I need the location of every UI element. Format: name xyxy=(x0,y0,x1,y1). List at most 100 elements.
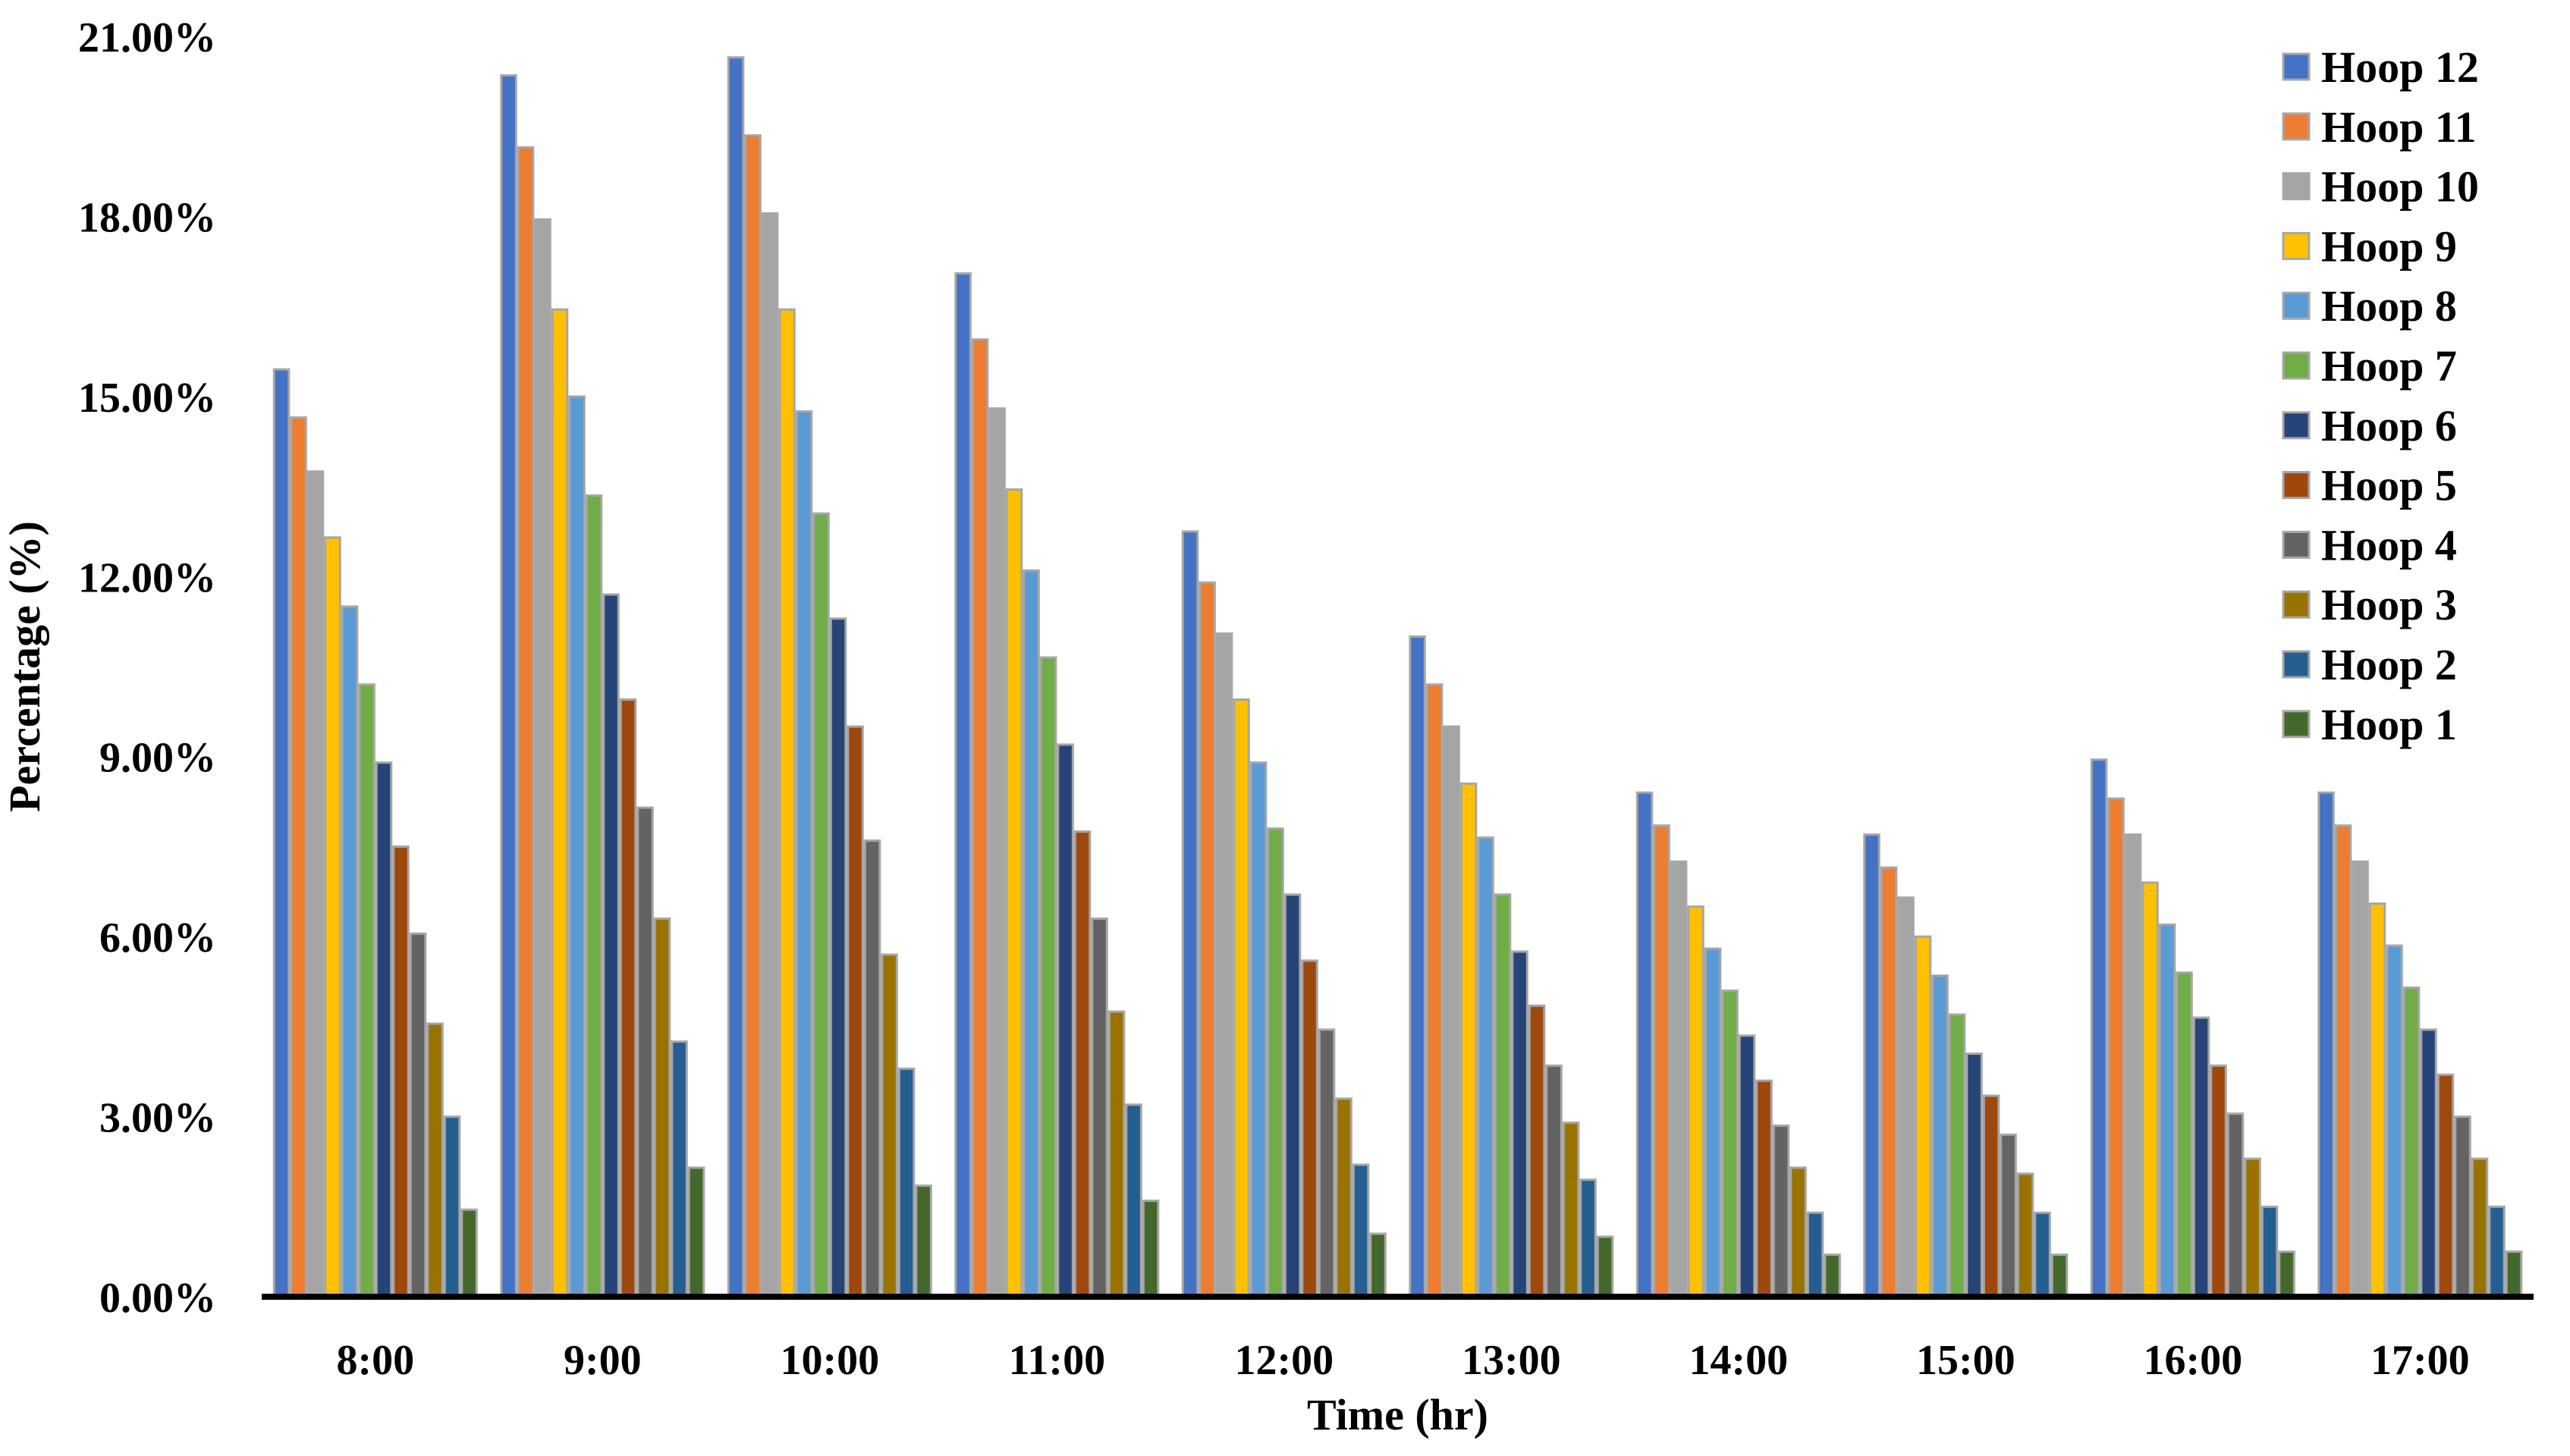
bar xyxy=(671,1040,688,1298)
bar xyxy=(1494,893,1512,1298)
bar xyxy=(1318,1028,1336,1298)
x-axis-ticks: 8:00 9:00 10:00 11:00 12:00 13:00 14:00 15:00 16… xyxy=(336,1337,2469,1384)
bar xyxy=(1369,1232,1387,1298)
legend-swatch xyxy=(2282,710,2311,739)
bar xyxy=(460,1208,478,1298)
bar xyxy=(1687,905,1704,1298)
bar xyxy=(1824,1254,1841,1298)
y-tick-label: 15.00% xyxy=(78,375,216,422)
bar xyxy=(2334,824,2352,1298)
bar xyxy=(534,218,551,1298)
bar xyxy=(1409,635,1426,1298)
bar xyxy=(2176,971,2193,1298)
bar xyxy=(795,410,813,1298)
legend-label: Hoop 5 xyxy=(2321,461,2457,510)
bar xyxy=(1880,866,1898,1298)
bar xyxy=(1267,827,1284,1298)
bar xyxy=(1233,698,1250,1298)
bar xyxy=(1982,1094,2000,1298)
legend-swatch xyxy=(2282,172,2311,201)
x-tick-label: 10:00 xyxy=(780,1337,879,1384)
legend-label: Hoop 3 xyxy=(2321,580,2457,629)
bar xyxy=(2016,1172,2034,1298)
bar xyxy=(392,845,410,1298)
x-tick-label: 12:00 xyxy=(1234,1337,1334,1384)
bar xyxy=(1057,743,1074,1298)
bar xyxy=(727,56,745,1298)
x-tick-label: 15:00 xyxy=(1916,1337,2015,1384)
y-tick-label: 9.00% xyxy=(99,735,216,782)
bar xyxy=(426,1022,444,1298)
bar xyxy=(324,536,341,1298)
bar xyxy=(1107,1010,1126,1298)
y-axis-title: Percentage (%) xyxy=(0,521,49,812)
bar xyxy=(619,698,637,1298)
bar xyxy=(1181,530,1199,1298)
bar xyxy=(2124,833,2142,1298)
legend-label: Hoop 6 xyxy=(2321,401,2457,450)
bar xyxy=(829,617,847,1298)
bar xyxy=(881,953,898,1298)
bar xyxy=(761,212,779,1298)
y-tick-label: 21.00% xyxy=(78,14,216,61)
legend-label: Hoop 2 xyxy=(2321,640,2457,689)
bar xyxy=(1249,761,1268,1298)
bar xyxy=(1283,893,1302,1298)
bar xyxy=(585,494,603,1298)
bar xyxy=(2471,1157,2489,1298)
bar xyxy=(897,1067,916,1298)
bar xyxy=(954,272,972,1298)
bar xyxy=(2000,1133,2017,1298)
bar xyxy=(1528,1004,1546,1298)
bar xyxy=(1301,959,1318,1298)
bar xyxy=(2488,1205,2506,1298)
bar xyxy=(1806,1211,1824,1298)
bar xyxy=(636,806,654,1298)
bar xyxy=(2386,944,2403,1298)
bar xyxy=(1914,935,1932,1298)
x-tick-label: 11:00 xyxy=(1009,1337,1106,1384)
bar xyxy=(443,1116,461,1298)
bar xyxy=(1005,488,1023,1298)
bar xyxy=(358,683,375,1298)
bar xyxy=(409,932,427,1298)
legend-label: Hoop 1 xyxy=(2321,700,2457,749)
legend-label: Hoop 11 xyxy=(2321,102,2477,152)
legend-swatch xyxy=(2282,471,2311,500)
bar xyxy=(2210,1064,2227,1298)
bar xyxy=(2244,1157,2261,1298)
bar xyxy=(2436,1073,2455,1298)
bar xyxy=(1023,569,1040,1298)
bar xyxy=(2034,1211,2051,1298)
bar xyxy=(2352,860,2369,1298)
legend-swatch xyxy=(2282,291,2311,320)
bar xyxy=(2192,1016,2210,1298)
bar xyxy=(863,839,881,1298)
bar xyxy=(2402,986,2421,1298)
bar xyxy=(517,146,535,1298)
bar xyxy=(778,308,796,1298)
bar xyxy=(1073,830,1092,1298)
bar xyxy=(602,593,620,1298)
legend-swatch xyxy=(2282,112,2311,141)
bar xyxy=(1199,581,1216,1298)
bar xyxy=(1653,824,1670,1298)
x-axis-title: Time (hr) xyxy=(1307,1390,1488,1439)
bar xyxy=(1965,1053,1983,1298)
bar xyxy=(1704,947,1722,1298)
bar xyxy=(568,395,586,1298)
bar xyxy=(2368,902,2386,1298)
y-tick-label: 12.00% xyxy=(78,554,216,601)
bar xyxy=(1789,1166,1807,1298)
legend: Hoop 12 Hoop 11 Hoop 10 Hoop 9 Hoop 8 Hoop 7 H… xyxy=(2282,42,2479,749)
bar xyxy=(2261,1205,2279,1298)
bar xyxy=(2141,881,2159,1298)
bar xyxy=(1425,683,1444,1298)
bar xyxy=(2278,1250,2295,1298)
bar xyxy=(1948,1013,1966,1298)
bar xyxy=(551,308,569,1298)
bar xyxy=(1670,860,1688,1298)
legend-swatch xyxy=(2282,231,2311,260)
bar xyxy=(687,1166,705,1298)
